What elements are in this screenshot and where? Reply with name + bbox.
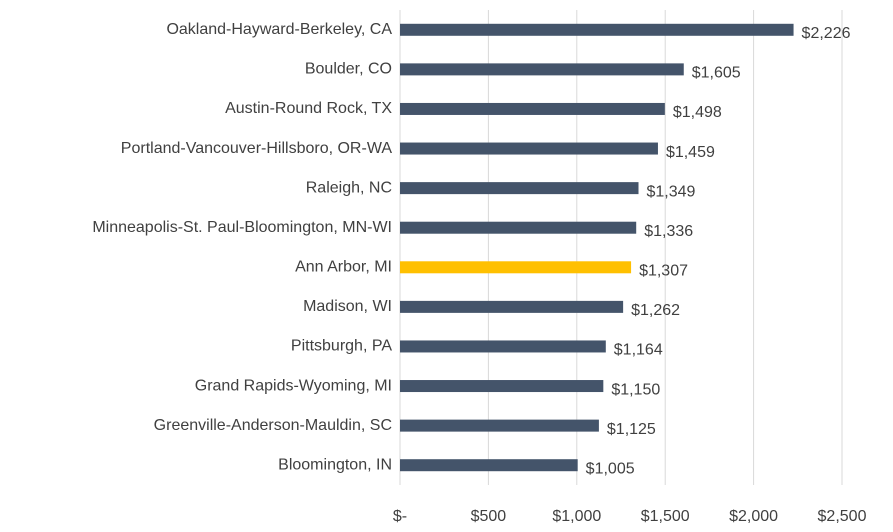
bar — [400, 221, 637, 234]
y-tick-label: Madison, WI — [303, 298, 392, 315]
y-tick-label: Austin-Round Rock, TX — [225, 100, 392, 117]
y-tick-label: Bloomington, IN — [278, 456, 392, 473]
data-label: $1,336 — [644, 223, 693, 240]
y-tick-label: Minneapolis-St. Paul-Bloomington, MN-WI — [92, 219, 392, 236]
x-tick-label: $- — [393, 508, 407, 525]
y-tick-label: Ann Arbor, MI — [295, 259, 392, 276]
bar — [400, 142, 658, 155]
data-label: $1,498 — [673, 104, 722, 121]
x-tick-label: $1,000 — [552, 508, 601, 525]
bar — [400, 23, 794, 36]
data-label: $1,349 — [647, 183, 696, 200]
x-tick-label: $500 — [471, 508, 507, 525]
data-label: $1,005 — [586, 460, 635, 477]
data-label: $2,226 — [802, 25, 851, 42]
bar — [400, 102, 665, 115]
y-tick-label: Portland-Vancouver-Hillsboro, OR-WA — [121, 140, 393, 157]
bar — [400, 380, 604, 393]
bar — [400, 261, 632, 274]
data-label: $1,307 — [639, 263, 688, 280]
bar — [400, 63, 684, 76]
y-tick-label: Pittsburgh, PA — [291, 338, 392, 355]
data-label: $1,125 — [607, 421, 656, 438]
y-tick-label: Raleigh, NC — [306, 179, 392, 196]
bar — [400, 459, 578, 472]
bar — [400, 419, 599, 432]
x-tick-label: $1,500 — [641, 508, 690, 525]
data-label: $1,605 — [692, 65, 741, 82]
data-label: $1,459 — [666, 144, 715, 161]
x-tick-label: $2,000 — [729, 508, 778, 525]
data-label: $1,150 — [611, 381, 660, 398]
y-tick-label: Greenville-Anderson-Mauldin, SC — [154, 417, 392, 434]
y-tick-label: Grand Rapids-Wyoming, MI — [195, 377, 392, 394]
data-label: $1,262 — [631, 302, 680, 319]
y-tick-label: Boulder, CO — [305, 61, 392, 78]
x-tick-label: $2,500 — [818, 508, 867, 525]
data-label: $1,164 — [614, 342, 663, 359]
y-tick-label: Oakland-Hayward-Berkeley, CA — [166, 21, 392, 38]
bar — [400, 300, 624, 313]
bar — [400, 340, 606, 353]
bar — [400, 182, 639, 195]
